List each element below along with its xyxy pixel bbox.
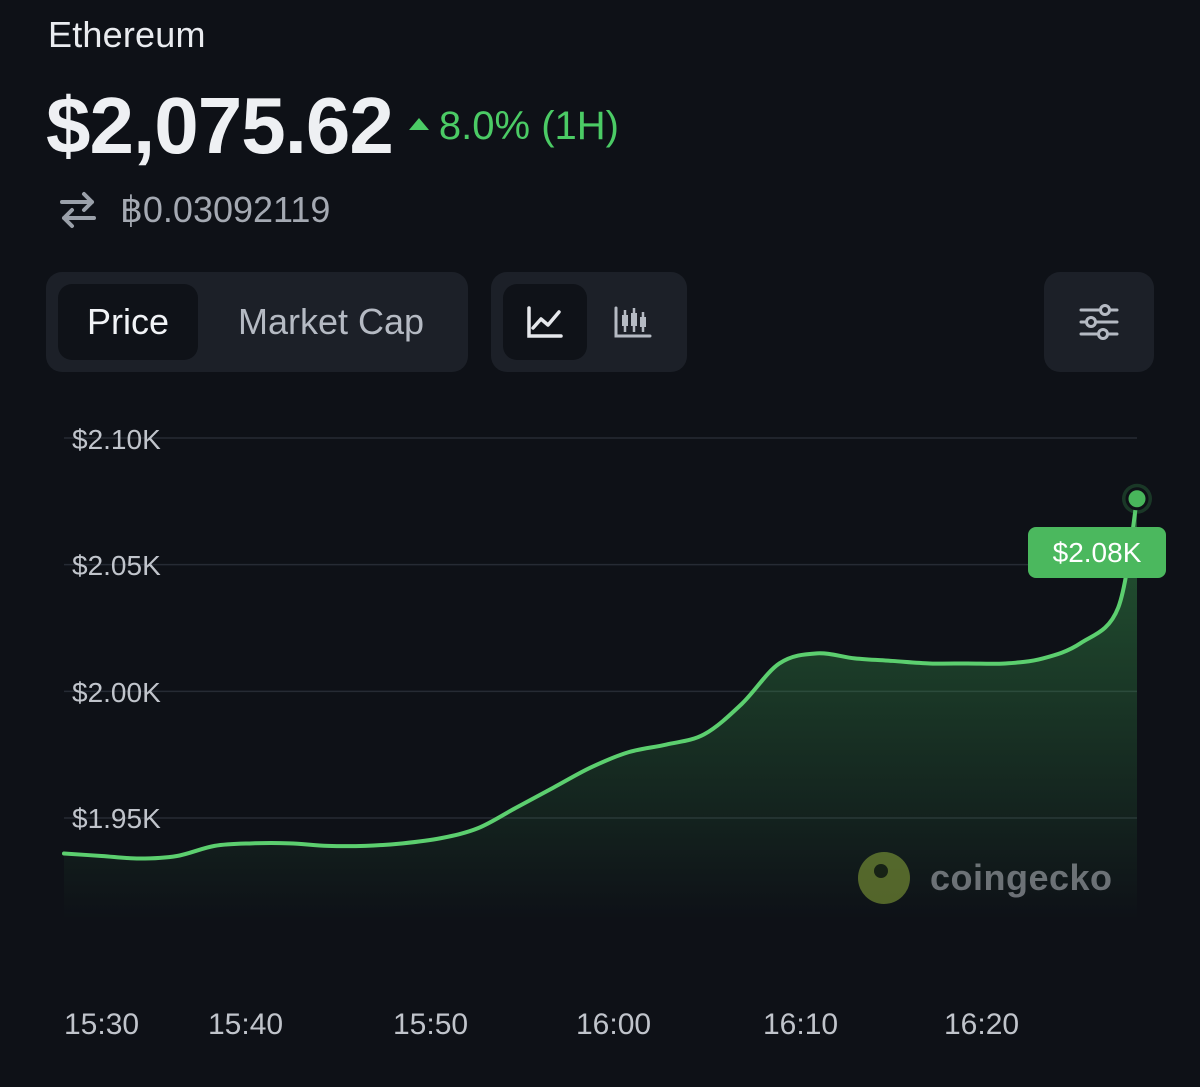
y-tick-label: $2.00K [72, 677, 161, 708]
swap-arrows-icon[interactable] [58, 188, 98, 232]
line-chart-button[interactable] [503, 284, 587, 360]
chart-type-toggle [491, 272, 687, 372]
x-tick-label: 15:30 [64, 1008, 140, 1041]
y-tick-label: $2.05K [72, 550, 161, 581]
x-tick-label: 16:00 [576, 1008, 652, 1041]
btc-price: ฿0.03092119 [120, 189, 331, 230]
metric-toggle: Price Market Cap [46, 272, 468, 372]
current-price-tag: $2.08K [1028, 527, 1166, 578]
sliders-icon [1079, 304, 1119, 340]
tab-market-cap[interactable]: Market Cap [237, 301, 425, 342]
up-arrow-icon [408, 118, 429, 130]
current-point-marker [1125, 487, 1149, 511]
tab-price[interactable]: Price [58, 284, 198, 360]
line-chart-icon [527, 306, 563, 338]
y-tick-label: $1.95K [72, 803, 161, 834]
x-tick-label: 15:50 [393, 1008, 469, 1041]
current-price: $2,075.62 [46, 81, 394, 170]
x-tick-label: 15:40 [208, 1008, 284, 1041]
candlestick-chart-icon [614, 306, 652, 338]
price-area [64, 498, 1137, 920]
chart-settings-button[interactable] [1044, 272, 1154, 372]
coingecko-watermark: coingecko [858, 852, 1113, 904]
price-change: 8.0% (1H) [438, 103, 619, 148]
price-line [62, 496, 1139, 861]
x-tick-label: 16:20 [944, 1008, 1020, 1041]
price-row: $2,075.62 8.0% (1H) [46, 80, 619, 172]
price-chart[interactable] [0, 400, 1200, 1087]
coingecko-logo-icon [858, 852, 910, 904]
watermark-text: coingecko [930, 857, 1113, 898]
x-tick-label: 16:10 [763, 1008, 839, 1041]
conversion-row: ฿0.03092119 [58, 188, 330, 232]
coin-name: Ethereum [48, 14, 206, 55]
candlestick-chart-button[interactable] [591, 284, 675, 360]
y-tick-label: $2.10K [72, 424, 161, 455]
